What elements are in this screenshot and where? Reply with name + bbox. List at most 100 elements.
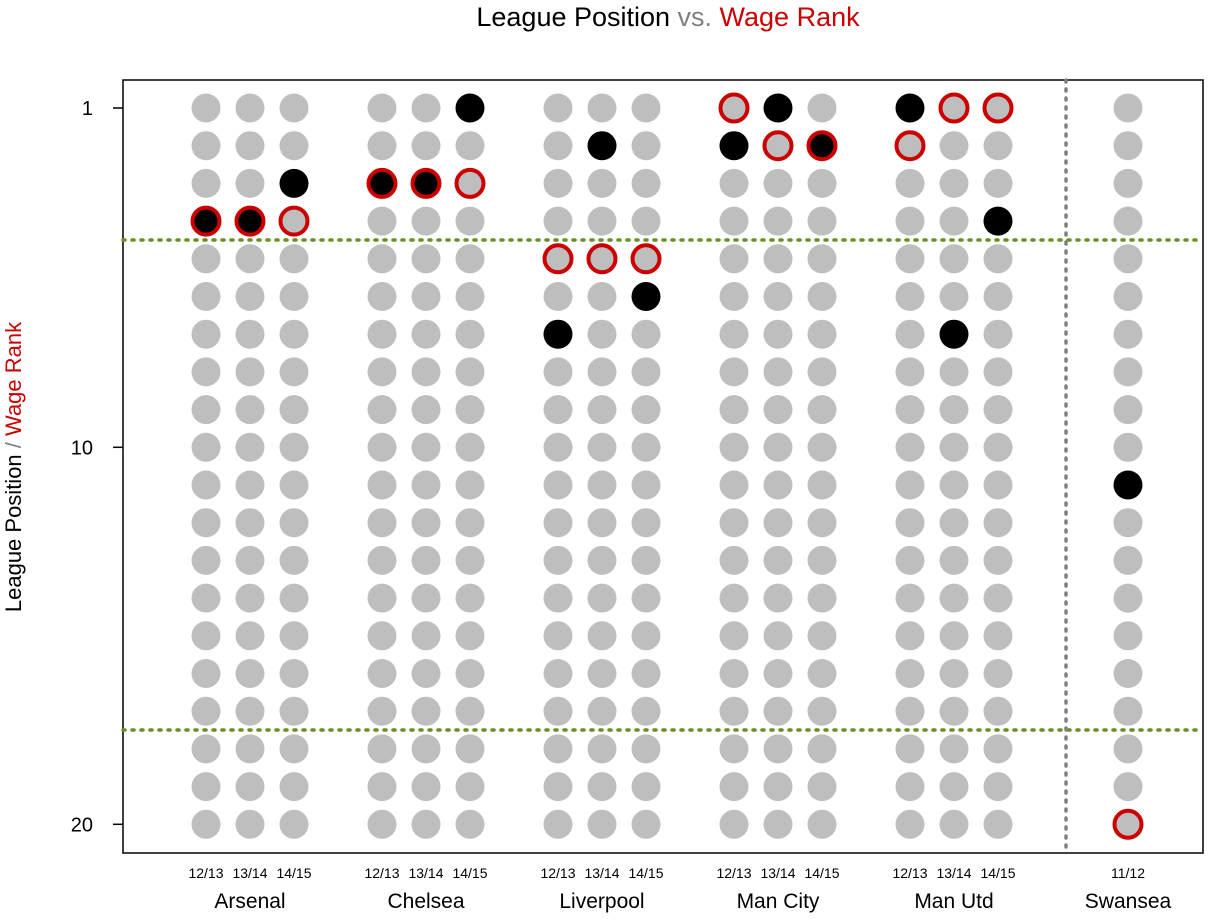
dot: [367, 659, 397, 688]
dot: [543, 508, 573, 538]
dot: [455, 470, 485, 500]
dot: [455, 772, 485, 802]
dot: [939, 206, 969, 236]
dot: [763, 206, 793, 236]
dot: [543, 93, 573, 123]
dot: [1113, 432, 1143, 462]
dot: [191, 319, 221, 349]
dot: [1113, 357, 1143, 387]
dot: [895, 470, 925, 500]
dot: [279, 432, 309, 462]
dot: [543, 696, 573, 726]
dot: [807, 93, 837, 123]
dot-wage-rank: [454, 167, 486, 199]
dot: [587, 93, 617, 123]
dot: [587, 621, 617, 651]
dot-position: [719, 131, 749, 161]
dot: [411, 621, 441, 651]
dot: [411, 583, 441, 613]
dot: [411, 93, 441, 123]
dot: [807, 470, 837, 500]
dot: [895, 432, 925, 462]
y-axis-label-wage: Wage Rank: [1, 321, 26, 436]
dot: [587, 168, 617, 198]
dot: [719, 168, 749, 198]
dot: [763, 659, 793, 688]
dot: [895, 772, 925, 802]
dot: [367, 395, 397, 425]
dot: [895, 244, 925, 274]
dot: [411, 282, 441, 311]
team-label: Liverpool: [559, 890, 644, 913]
dot: [587, 734, 617, 764]
dot-position-and-wage: [190, 205, 222, 237]
season-label: 11/12: [1111, 865, 1145, 881]
dot-position-and-wage: [366, 167, 398, 199]
dot: [983, 470, 1013, 500]
dot: [807, 282, 837, 311]
dot: [191, 545, 221, 575]
dot-position: [543, 319, 573, 349]
dot: [1113, 168, 1143, 198]
dot: [587, 508, 617, 538]
y-axis-label-sep: /: [1, 436, 26, 454]
dot: [763, 621, 793, 651]
dot: [807, 508, 837, 538]
dot: [191, 357, 221, 387]
dot: [455, 809, 485, 839]
dot: [235, 659, 265, 688]
dot: [367, 621, 397, 651]
y-axis: 1 10 20: [71, 98, 123, 836]
dot: [411, 508, 441, 538]
dot: [895, 395, 925, 425]
dot: [1113, 319, 1143, 349]
dot: [763, 395, 793, 425]
dot: [543, 734, 573, 764]
dot: [235, 772, 265, 802]
dot: [631, 621, 661, 651]
dot: [895, 809, 925, 839]
dot: [631, 206, 661, 236]
dot: [191, 131, 221, 161]
dot: [191, 772, 221, 802]
dot: [807, 357, 837, 387]
dot: [235, 168, 265, 198]
dot: [191, 659, 221, 688]
dot: [719, 395, 749, 425]
dot: [543, 809, 573, 839]
dot: [411, 734, 441, 764]
dot: [807, 809, 837, 839]
dot: [235, 244, 265, 274]
dot-wage-rank: [718, 92, 750, 124]
dot: [279, 244, 309, 274]
dot: [719, 809, 749, 839]
dot-position-and-wage: [806, 130, 838, 162]
dot: [807, 244, 837, 274]
dot: [719, 319, 749, 349]
dot: [983, 583, 1013, 613]
dot: [939, 809, 969, 839]
dot: [455, 131, 485, 161]
dot: [631, 357, 661, 387]
dot: [279, 395, 309, 425]
dot: [587, 659, 617, 688]
dot: [191, 432, 221, 462]
chart-title: League Position vs. Wage Rank: [476, 2, 860, 32]
dot: [939, 168, 969, 198]
dot: [455, 659, 485, 688]
season-label: 12/13: [188, 865, 223, 881]
dot: [719, 508, 749, 538]
dot: [279, 659, 309, 688]
y-tick-label: 10: [71, 437, 93, 459]
dot: [411, 809, 441, 839]
dot: [631, 470, 661, 500]
dot-position: [631, 282, 661, 311]
dot: [455, 395, 485, 425]
dot: [455, 319, 485, 349]
season-label: 14/15: [804, 865, 839, 881]
dot: [191, 395, 221, 425]
dot: [1113, 93, 1143, 123]
dot: [939, 545, 969, 575]
dot: [719, 621, 749, 651]
dot: [719, 734, 749, 764]
